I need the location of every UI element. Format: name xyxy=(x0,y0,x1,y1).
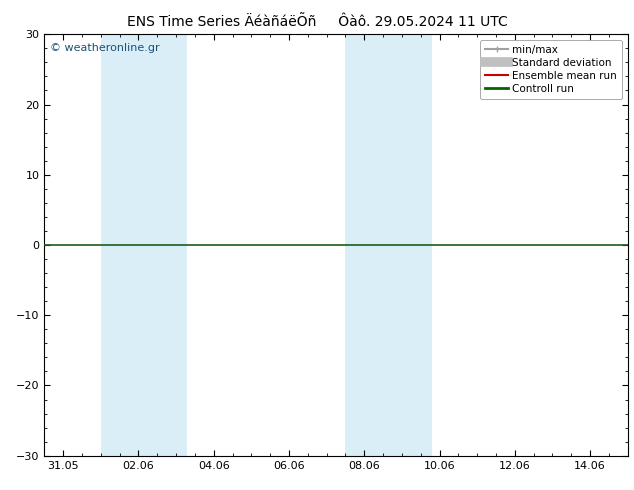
Bar xyxy=(101,34,138,456)
Bar xyxy=(346,34,391,456)
Bar xyxy=(138,34,188,456)
Bar xyxy=(391,34,432,456)
Text: ENS Time Series ÄéàñáëÕñ     Ôàô. 29.05.2024 11 UTC: ENS Time Series ÄéàñáëÕñ Ôàô. 29.05.2024… xyxy=(127,15,507,29)
Legend: min/max, Standard deviation, Ensemble mean run, Controll run: min/max, Standard deviation, Ensemble me… xyxy=(480,40,623,99)
Text: © weatheronline.gr: © weatheronline.gr xyxy=(50,43,160,53)
